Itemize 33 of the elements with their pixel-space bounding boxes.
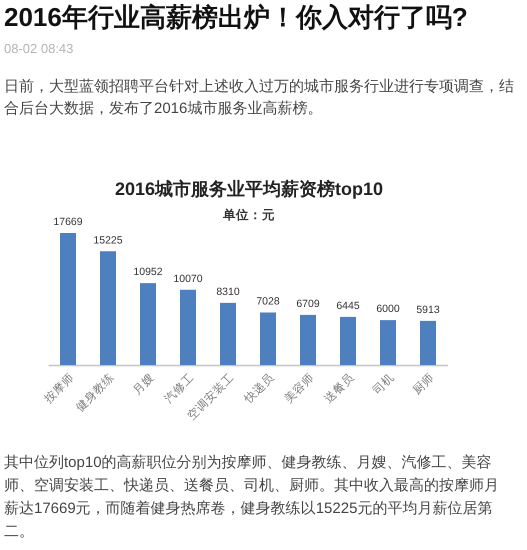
data-label: 7028 [256,295,280,308]
chart-subtitle: 单位：元 [223,208,275,222]
bar [140,283,156,365]
data-label: 10952 [133,266,163,278]
x-tick-label: 厨师 [410,370,436,397]
bar [420,320,436,365]
text: 其中位列top10的高薪职位分别为按摩师、健身教练、月嫂、汽修工、美容师、空调安装工、快递员、送餐员、司机、厨师。其中收入最高的按摩师月薪达17669元，而随着健身热席卷，健身教练以15225元的平均月薪位居第二。 [4,453,500,542]
text: 日前，大型蓝领招聘平台针对上述收入过万的城市服务行业进行专项调查，结合后台大数据，发布了2016城市服务业高薪榜。 [4,77,515,119]
data-label: 5913 [416,304,440,316]
text: 2016年行业高薪榜出炉！你入对行了吗? [4,1,469,34]
data-label: 8310 [216,286,240,298]
bar [260,312,276,365]
chart-title: 2016城市服务业平均薪资榜top10 [114,178,384,201]
bar [380,320,396,365]
bar [60,233,76,365]
x-tick-label: 汽修工 [162,370,196,406]
data-label: 17669 [53,216,83,228]
x-tick-label: 送餐员 [322,370,356,406]
bar [100,251,116,365]
data-label: 6445 [336,300,360,312]
x-tick-label: 快递员 [240,370,276,406]
data-label: 10070 [173,272,203,285]
text: 08-02 08:43 [4,40,74,58]
bar [180,290,196,365]
x-tick-label: 月嫂 [130,370,156,397]
bar [340,316,356,365]
data-label: 6000 [376,303,400,316]
bar [300,314,316,365]
data-label: 15225 [93,234,123,246]
x-tick-label: 司机 [370,370,396,397]
x-tick-label: 美容师 [281,370,316,406]
data-label: 6709 [296,298,320,310]
bar [220,302,236,365]
